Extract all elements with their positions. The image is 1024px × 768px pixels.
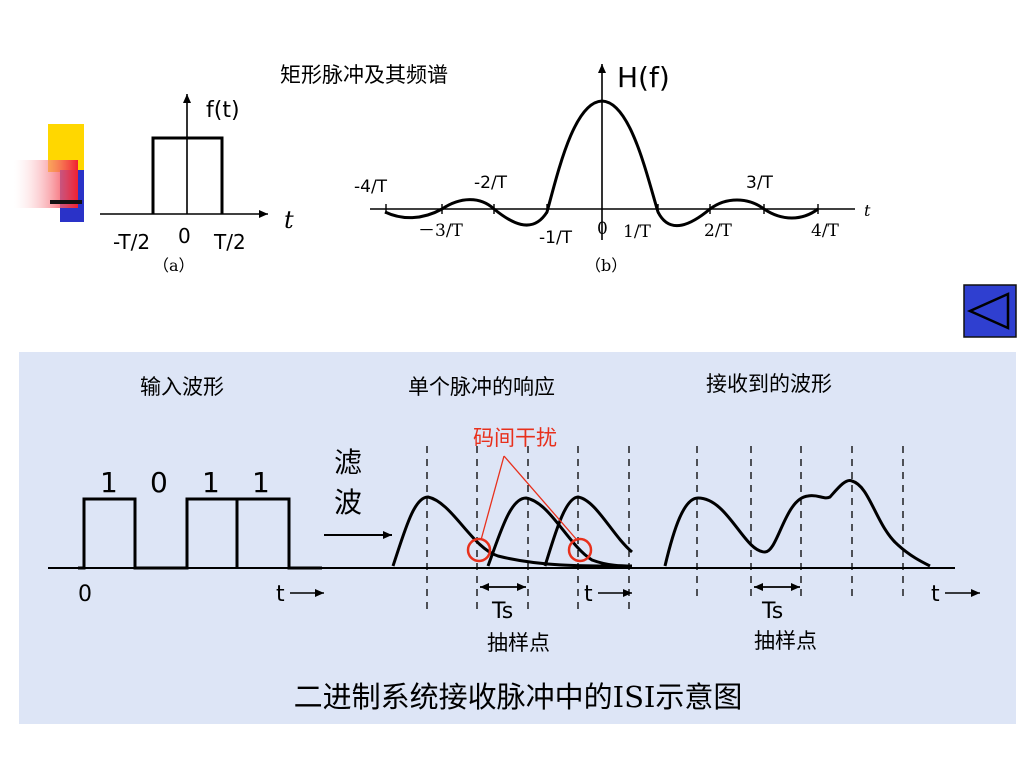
ts-label: Ts bbox=[491, 599, 513, 624]
received-t-label: t bbox=[931, 582, 940, 607]
pulse-caption: （a） bbox=[153, 256, 195, 275]
spectrum-tick-label: 4/T bbox=[811, 221, 840, 241]
spectrum-caption: （b） bbox=[585, 256, 627, 275]
spectrum-x-label: t bbox=[864, 201, 871, 220]
sample-point-label: 抽样点 bbox=[754, 629, 817, 653]
label-input-waveform: 输入波形 bbox=[140, 375, 224, 399]
pulse-y-label: f(t) bbox=[206, 98, 240, 123]
pulse-response-1 bbox=[391, 495, 633, 568]
bit-label: 1 bbox=[252, 466, 270, 499]
filter-label-2: 波 bbox=[334, 486, 362, 519]
deco-dash bbox=[50, 200, 82, 204]
spectrum-tick-label: 2/T bbox=[704, 221, 733, 241]
isi-panel bbox=[19, 352, 1016, 724]
pulse-tick-label: 0 bbox=[178, 224, 191, 248]
corner-decoration bbox=[14, 124, 84, 222]
input-t-label: t bbox=[276, 582, 285, 607]
bit-label: 1 bbox=[202, 466, 220, 499]
input-axis-zero: 0 bbox=[78, 582, 92, 607]
received-waveform bbox=[663, 478, 931, 568]
spectrum-tick-label: 0 bbox=[597, 219, 608, 239]
pulse-response-3 bbox=[543, 495, 633, 567]
triangle-left-icon bbox=[966, 292, 1010, 330]
spectrum-tick-label: 3/T bbox=[746, 173, 774, 193]
isi-diagram: 输入波形 单个脉冲的响应 接收到的波形 1 0 1 1 0 t 滤 波 bbox=[48, 372, 980, 714]
isi-label: 码间干扰 bbox=[473, 426, 557, 450]
sinc-curve bbox=[384, 99, 819, 228]
pulse-diagram: f(t) t -T/2 0 T/2 （a） bbox=[100, 94, 294, 275]
spectrum-tick-label: -4/T bbox=[354, 177, 388, 197]
bit-label: 0 bbox=[150, 466, 168, 499]
isi-pointer-line bbox=[503, 455, 578, 541]
label-single-response: 单个脉冲的响应 bbox=[408, 375, 555, 399]
spectrum-tick-label: -1/T bbox=[539, 228, 573, 248]
previous-slide-button[interactable] bbox=[963, 284, 1017, 338]
isi-caption: 二进制系统接收脉冲中的ISI示意图 bbox=[294, 680, 743, 714]
filter-label-1: 滤 bbox=[334, 446, 362, 479]
spectrum-tick-label: -2/T bbox=[474, 173, 508, 193]
spectrum-tick-label: －3/T bbox=[418, 221, 464, 241]
single-sample-lines bbox=[426, 446, 630, 614]
top-title: 矩形脉冲及其频谱 bbox=[280, 63, 448, 87]
pulse-tick-label: -T/2 bbox=[113, 230, 150, 254]
pulse-x-label: t bbox=[284, 206, 294, 234]
isi-pointer-line bbox=[480, 455, 505, 541]
bit-label: 1 bbox=[100, 466, 118, 499]
spectrum-y-label: H(f) bbox=[617, 61, 670, 94]
single-t-label: t bbox=[584, 582, 593, 607]
sample-point-label: 抽样点 bbox=[487, 631, 550, 655]
isi-marker bbox=[567, 537, 593, 563]
spectrum-diagram: H(f) t -4/T -2/T 3/T －3/T -1/T 0 1/T 2/T… bbox=[354, 61, 871, 275]
ts-label: Ts bbox=[761, 599, 783, 624]
label-received-waveform: 接收到的波形 bbox=[706, 372, 832, 396]
input-waveform bbox=[78, 497, 322, 570]
pulse-tick-label: T/2 bbox=[213, 230, 246, 254]
isi-marker bbox=[466, 537, 492, 563]
spectrum-tick-label: 1/T bbox=[623, 222, 652, 242]
rect-pulse-curve bbox=[151, 136, 224, 214]
pulse-response-2 bbox=[486, 496, 633, 568]
